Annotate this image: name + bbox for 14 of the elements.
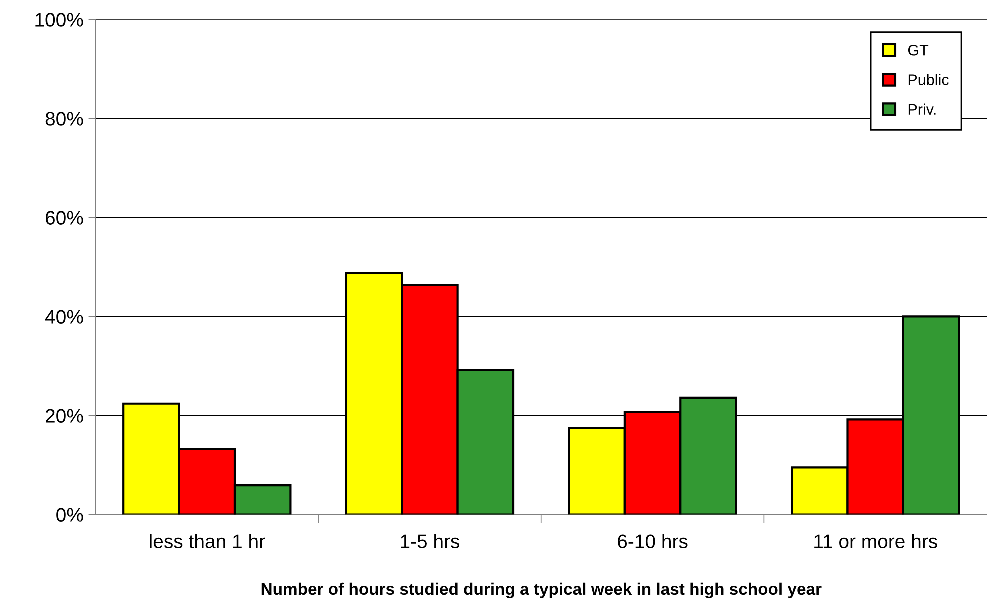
legend-label: Public (908, 74, 949, 86)
x-tick-label: 11 or more hrs (814, 534, 938, 548)
legend-label: GT (908, 44, 929, 56)
y-tick-label: 20% (46, 409, 84, 423)
y-tick-label: 40% (45, 310, 84, 324)
x-axis-title: Number of hours studied during a typical week in last high school year (262, 582, 822, 598)
y-tick-label: 80% (46, 112, 84, 126)
x-tick-label: 6-10 hrs (618, 534, 688, 548)
y-tick-label: 60% (46, 211, 84, 225)
y-tick-label: 100% (36, 13, 84, 27)
x-tick-label: less than 1 hr (150, 534, 266, 548)
x-tick-label: 1-5 hrs (401, 534, 460, 548)
legend-label: Priv. (908, 104, 936, 115)
y-tick-label: 0% (56, 508, 84, 522)
